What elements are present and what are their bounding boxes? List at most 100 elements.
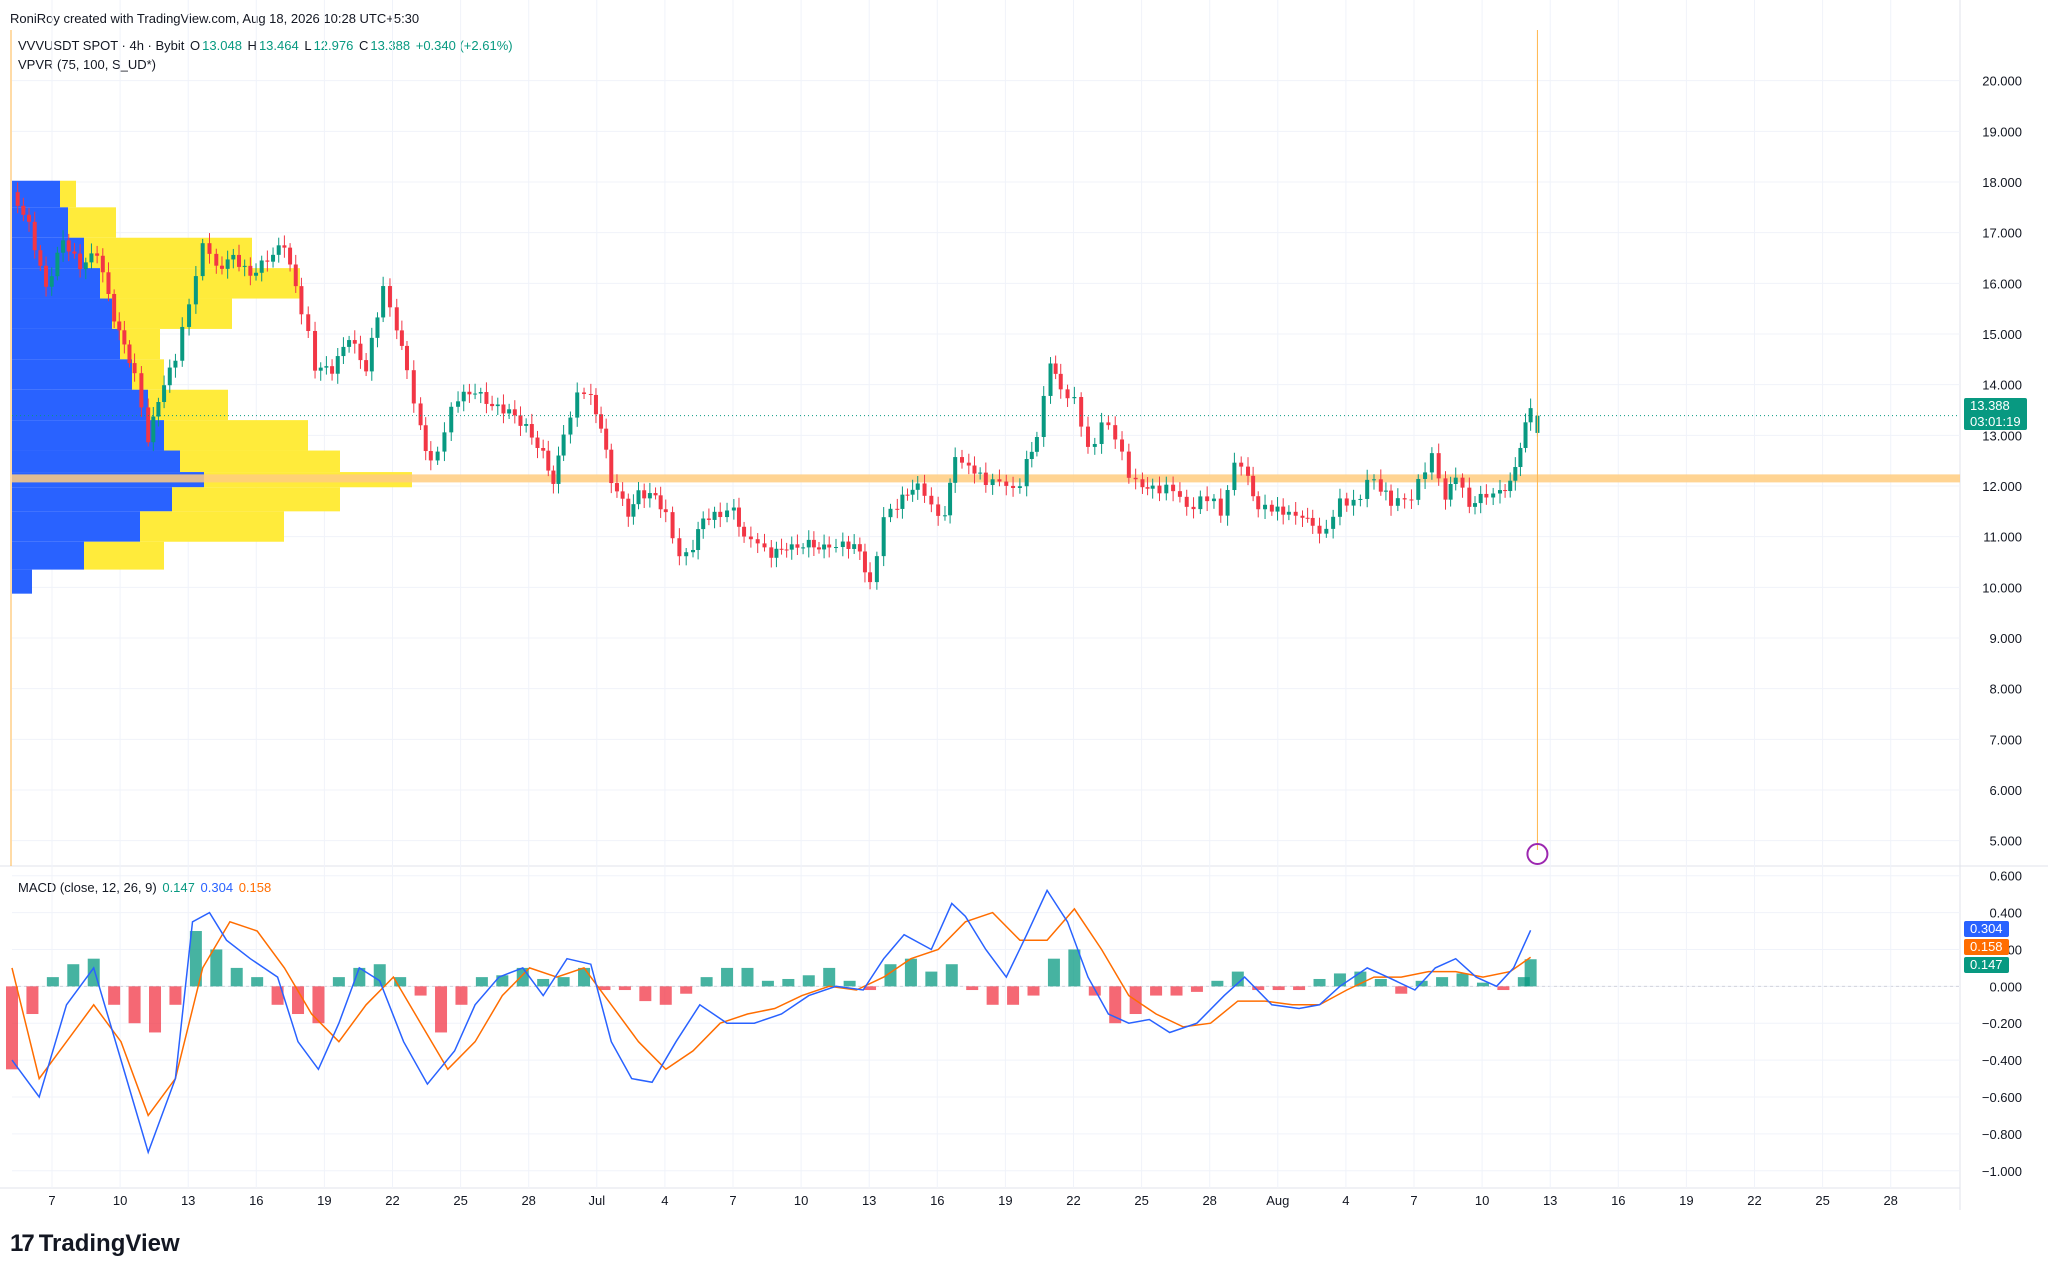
candle-body xyxy=(1150,485,1155,489)
candle-body xyxy=(1344,498,1349,506)
candle-body xyxy=(276,245,281,255)
candle-body xyxy=(1310,517,1315,526)
candle-body xyxy=(501,404,506,414)
macd-tick-label: −0.200 xyxy=(1982,1016,2022,1031)
volume-profile-down-bar xyxy=(172,487,340,512)
candle-body xyxy=(978,472,983,474)
candle-body xyxy=(575,392,580,418)
candle-body xyxy=(132,363,137,374)
macd-signal-line xyxy=(11,907,1532,1117)
candle-body xyxy=(173,360,178,368)
candle-body xyxy=(1011,485,1016,488)
candle-body xyxy=(461,391,466,402)
macd-histogram-bar xyxy=(966,986,979,991)
macd-histogram-bar xyxy=(46,977,59,987)
candle-body xyxy=(718,511,723,518)
candle-body xyxy=(484,392,489,404)
candle-body xyxy=(948,482,953,516)
candle-body xyxy=(524,424,529,426)
candle-body xyxy=(1034,437,1039,452)
candle-body xyxy=(900,494,905,509)
candle-body xyxy=(1365,479,1370,499)
candle-body xyxy=(1395,498,1400,506)
candle-body xyxy=(248,265,253,276)
macd-histogram-bar xyxy=(659,986,672,1005)
candle-body xyxy=(827,544,832,548)
candle-body xyxy=(862,551,867,573)
logo-text: TradingView xyxy=(38,1230,180,1257)
macd-histogram-bar xyxy=(169,986,182,1005)
price-tick-label: 15.000 xyxy=(1982,327,2022,342)
macd-histogram-bar xyxy=(1497,986,1510,991)
macd-tick-label: −0.400 xyxy=(1982,1053,2022,1068)
candle-body xyxy=(352,340,357,344)
candle-body xyxy=(755,539,760,544)
candle-body xyxy=(1473,503,1478,507)
price-tick-label: 11.000 xyxy=(1983,530,2022,545)
candle-body xyxy=(1198,496,1203,510)
candle-body xyxy=(874,556,879,583)
candle-body xyxy=(449,406,454,433)
candle-body xyxy=(997,479,1002,482)
time-tick-label: 28 xyxy=(1202,1193,1216,1208)
candle-body xyxy=(1528,408,1533,423)
last-price-value: 13.388 xyxy=(1970,398,2010,413)
candle-body xyxy=(834,547,839,549)
low-value: 12.976 xyxy=(313,38,354,53)
candle-body xyxy=(868,572,873,583)
tradingview-logo[interactable]: 17 TradingView xyxy=(10,1230,180,1258)
candle-body xyxy=(1092,443,1097,447)
volume-profile-down-bar xyxy=(132,359,164,390)
candle-body xyxy=(626,498,631,517)
volume-profile-up-bar xyxy=(12,298,112,329)
candle-body xyxy=(568,417,573,435)
macd-tick-label: 0.400 xyxy=(1989,906,2022,921)
candle-body xyxy=(335,356,340,374)
candle-body xyxy=(1004,481,1009,486)
time-tick-label: 25 xyxy=(1134,1193,1148,1208)
change-value: +0.340 (+2.61%) xyxy=(415,38,513,53)
candle-body xyxy=(691,549,695,553)
candle-body xyxy=(551,470,556,484)
candle-body xyxy=(1389,490,1394,506)
time-tick-label: 25 xyxy=(453,1193,467,1208)
candle-body xyxy=(21,205,26,215)
macd-histogram-bar xyxy=(741,967,754,987)
candle-body xyxy=(1453,477,1458,484)
candle-body xyxy=(375,317,380,338)
candle-body xyxy=(1416,478,1421,500)
time-tick-label: 16 xyxy=(1611,1193,1625,1208)
candle-body xyxy=(473,393,478,395)
candle-body xyxy=(990,479,995,485)
candle-body xyxy=(1218,498,1223,516)
candle-body xyxy=(1133,477,1138,480)
candle-body xyxy=(112,293,117,322)
volume-profile-up-bar xyxy=(12,207,68,238)
candle-body xyxy=(146,407,151,443)
candle-body xyxy=(1065,389,1070,399)
candle-body xyxy=(852,544,857,549)
candle-body xyxy=(1029,451,1034,460)
candle-body xyxy=(895,508,900,510)
candle-body xyxy=(127,344,132,364)
candle-body xyxy=(306,314,311,331)
candle-body xyxy=(313,330,318,371)
macd-histogram-bar xyxy=(925,971,938,987)
candle-body xyxy=(922,483,927,496)
candle-body xyxy=(1436,453,1441,479)
price-tick-label: 19.000 xyxy=(1982,124,2022,139)
macd-line-tag: 0.304 xyxy=(1964,921,2009,937)
candle-body xyxy=(27,214,32,222)
candle-body xyxy=(428,451,433,461)
price-tick-label: 7.000 xyxy=(1989,732,2022,747)
main-legend: VVVUSDT SPOT · 4h · Bybit O 13.048 H 13.46… xyxy=(18,38,515,53)
macd-tick-label: −0.800 xyxy=(1982,1127,2022,1142)
candle-body xyxy=(840,541,845,548)
macd-histogram-bar xyxy=(1150,986,1163,996)
candle-body xyxy=(811,539,816,548)
candle-body xyxy=(966,462,971,466)
candle-body xyxy=(1164,484,1169,494)
high-label: H xyxy=(247,38,257,53)
candle-body xyxy=(1484,493,1489,498)
